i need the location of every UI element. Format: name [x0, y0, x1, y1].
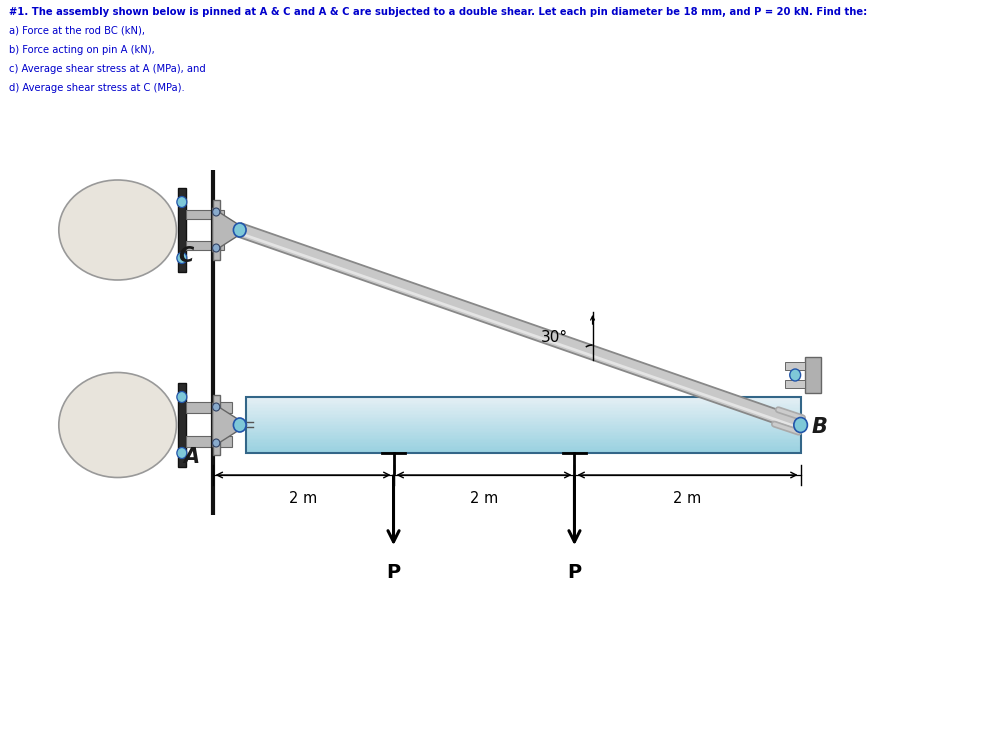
Polygon shape — [213, 208, 247, 252]
Ellipse shape — [59, 180, 176, 280]
Bar — [246, 397, 800, 398]
Bar — [246, 415, 800, 417]
Bar — [246, 437, 800, 439]
Bar — [246, 449, 800, 451]
Bar — [246, 446, 800, 448]
Bar — [246, 445, 800, 446]
Bar — [246, 414, 800, 415]
Text: 2 m: 2 m — [673, 491, 701, 506]
Text: 2 m: 2 m — [288, 491, 317, 506]
Bar — [246, 409, 800, 411]
Bar — [246, 408, 800, 409]
Text: a) Force at the rod BC (kN),: a) Force at the rod BC (kN), — [9, 26, 145, 36]
Bar — [246, 442, 800, 443]
Bar — [246, 435, 800, 436]
Bar — [225, 228, 248, 232]
Bar — [246, 398, 800, 400]
Bar — [804, 357, 821, 393]
Circle shape — [213, 208, 220, 216]
Bar — [246, 451, 800, 453]
Circle shape — [234, 418, 246, 432]
Bar — [246, 401, 800, 403]
Polygon shape — [213, 403, 247, 447]
Bar — [246, 426, 800, 428]
Ellipse shape — [59, 373, 176, 478]
Circle shape — [223, 417, 239, 434]
Bar — [204, 418, 233, 431]
Bar — [246, 425, 800, 426]
Circle shape — [177, 392, 187, 403]
Circle shape — [793, 417, 806, 432]
Polygon shape — [238, 223, 801, 431]
Bar — [246, 439, 800, 440]
Bar — [213, 200, 220, 260]
Circle shape — [177, 253, 187, 264]
Bar — [246, 448, 800, 449]
Bar — [246, 434, 800, 435]
Bar — [186, 210, 224, 220]
Bar — [784, 362, 804, 370]
Bar — [246, 411, 800, 412]
Text: 30°: 30° — [541, 331, 568, 345]
Bar — [246, 423, 800, 425]
Bar — [246, 429, 800, 431]
Circle shape — [789, 369, 800, 381]
Text: P: P — [567, 563, 580, 582]
Bar — [186, 437, 232, 448]
Bar — [246, 404, 800, 406]
Bar — [246, 421, 800, 422]
Bar — [246, 440, 800, 442]
Bar — [213, 395, 220, 455]
Bar — [246, 418, 800, 420]
Circle shape — [213, 403, 220, 411]
Bar — [784, 380, 804, 388]
Text: P: P — [386, 563, 401, 582]
Bar — [246, 406, 800, 408]
Bar — [246, 432, 800, 434]
Text: B: B — [811, 417, 827, 437]
Bar — [178, 188, 186, 272]
Bar — [246, 412, 800, 414]
Text: b) Force acting on pin A (kN),: b) Force acting on pin A (kN), — [9, 45, 155, 55]
Bar — [246, 431, 800, 432]
Text: C: C — [178, 246, 194, 266]
Bar — [186, 403, 232, 414]
Circle shape — [213, 439, 220, 447]
Bar — [186, 240, 224, 249]
Bar — [246, 420, 800, 421]
Text: d) Average shear stress at C (MPa).: d) Average shear stress at C (MPa). — [9, 83, 185, 93]
Text: c) Average shear stress at A (MPa), and: c) Average shear stress at A (MPa), and — [9, 64, 206, 74]
Bar — [178, 383, 186, 467]
Circle shape — [177, 448, 187, 459]
Text: 2 m: 2 m — [469, 491, 498, 506]
Circle shape — [213, 244, 220, 252]
Bar — [246, 417, 800, 418]
Circle shape — [219, 221, 234, 238]
Bar — [246, 403, 800, 404]
Circle shape — [177, 196, 187, 207]
Bar — [246, 400, 800, 401]
Bar — [246, 422, 800, 423]
Circle shape — [234, 223, 246, 237]
Text: A: A — [184, 447, 200, 467]
Text: #1. The assembly shown below is pinned at A & C and A & C are subjected to a dou: #1. The assembly shown below is pinned a… — [9, 7, 867, 17]
Bar — [246, 428, 800, 429]
Polygon shape — [239, 232, 799, 429]
Bar — [246, 443, 800, 445]
Bar — [246, 436, 800, 437]
